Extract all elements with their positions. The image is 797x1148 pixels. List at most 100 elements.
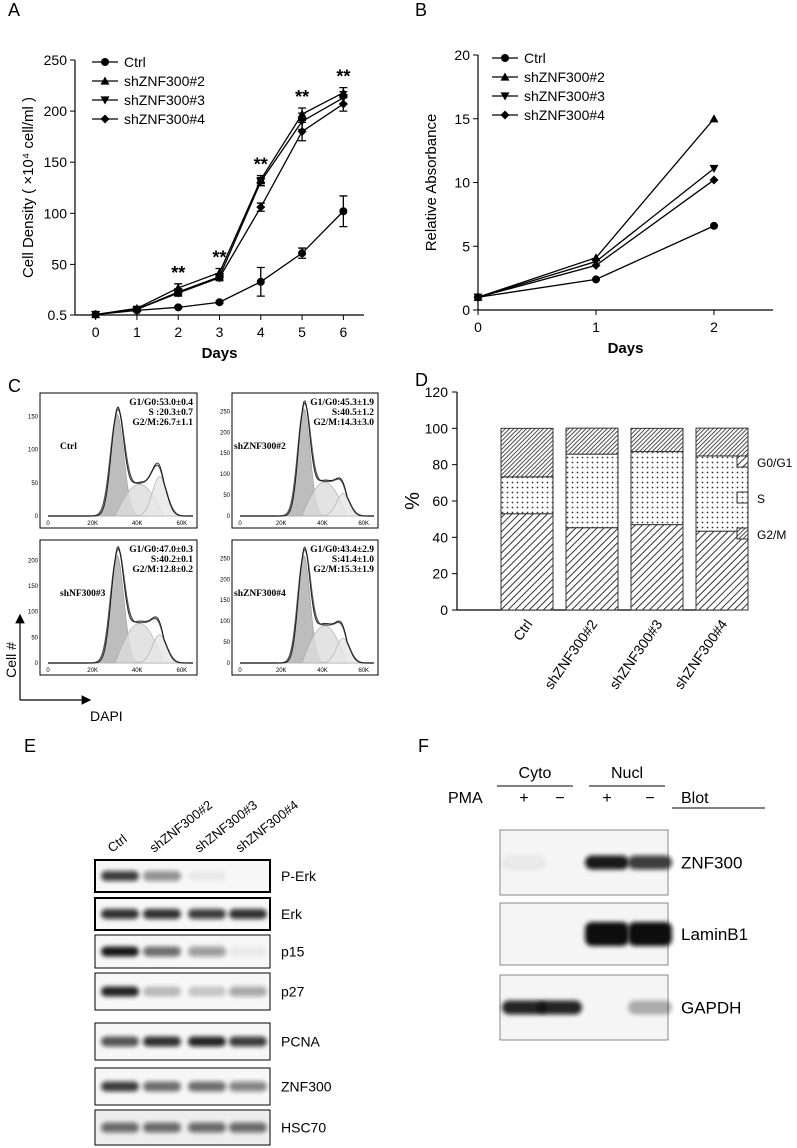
bar-segment — [565, 527, 619, 611]
sample-label: Ctrl — [60, 442, 77, 452]
row-label: PCNA — [281, 1034, 321, 1050]
data-curve — [240, 400, 374, 517]
bar-segment — [500, 513, 554, 611]
row-label: P-Erk — [281, 868, 317, 884]
y-tick-label: 100 — [220, 619, 231, 625]
band — [229, 1122, 267, 1133]
y-tick-label: 120 — [425, 384, 449, 400]
band — [628, 922, 672, 946]
legend-swatch — [736, 491, 749, 504]
y-tick-label: 0 — [462, 302, 470, 318]
x-tick-label: 5 — [298, 324, 306, 340]
flow-stat: S:40.5±1.2 — [332, 408, 374, 418]
band — [101, 986, 139, 997]
y-tick-label: 50 — [51, 256, 67, 272]
x-tick-label: 40K — [317, 521, 328, 527]
band — [188, 909, 226, 919]
legend-swatch — [736, 527, 749, 540]
band — [143, 871, 181, 881]
band — [229, 986, 267, 997]
y-tick-label: 100 — [425, 420, 449, 436]
x-tick-label: 20K — [276, 521, 287, 527]
band — [229, 946, 267, 957]
x-tick-label: 2 — [174, 324, 182, 340]
data-curve — [240, 546, 374, 664]
y-tick-label: 80 — [432, 457, 448, 473]
x-tick-label: shZNF300#4 — [671, 616, 731, 692]
marker — [500, 110, 510, 120]
y-tick-label: 200 — [220, 430, 231, 436]
legend-label: S — [757, 492, 765, 506]
band — [188, 946, 226, 957]
marker — [256, 178, 266, 187]
y-tick-label: 150 — [44, 154, 68, 170]
panel-label: F — [418, 736, 429, 756]
flow-stat: S :20.3±0.7 — [148, 408, 193, 418]
flow-stat: G2/M:12.8±0.2 — [132, 565, 193, 575]
marker — [709, 114, 719, 123]
y-tick-label: 0 — [35, 661, 39, 667]
marker — [339, 207, 348, 216]
bar-segment — [500, 427, 554, 478]
x-tick-label: 2 — [710, 319, 718, 335]
panel-label: A — [8, 0, 20, 20]
x-tick-label: 0 — [46, 668, 50, 674]
marker — [338, 99, 348, 109]
marker — [591, 260, 601, 270]
x-tick-label: 3 — [216, 324, 224, 340]
annotation: ** — [295, 87, 309, 107]
x-tick-label: 0 — [46, 521, 50, 527]
sign: − — [555, 790, 564, 807]
marker — [500, 92, 510, 101]
y-tick-label: 50 — [31, 481, 38, 487]
marker — [173, 288, 183, 298]
band — [143, 946, 181, 957]
legend-label: shZNF300#3 — [524, 88, 605, 104]
y-tick-label: 0 — [35, 514, 39, 520]
marker — [215, 273, 224, 283]
y-tick-label: 250 — [44, 52, 68, 68]
marker — [709, 175, 719, 185]
sample-label: shNF300#3 — [60, 589, 106, 599]
band — [585, 922, 629, 946]
y-tick-label: 10 — [454, 175, 470, 191]
panel-label: C — [8, 376, 21, 396]
bar-segment — [630, 451, 684, 526]
y-axis-label: Cell # — [3, 642, 19, 678]
y-tick-label: 50 — [223, 493, 230, 499]
y-tick-label: 50 — [223, 640, 230, 646]
y-tick-label: 0 — [227, 514, 231, 520]
legend-label: shZNF300#4 — [524, 107, 605, 123]
band — [502, 855, 546, 870]
legend-label: G2/M — [757, 528, 786, 542]
panel-label: E — [24, 736, 36, 756]
y-tick-label: 150 — [28, 584, 39, 590]
y-tick-label: 5 — [462, 238, 470, 254]
row-label: ZNF300 — [281, 1079, 332, 1095]
band — [229, 1036, 267, 1047]
band — [143, 1081, 181, 1092]
marker — [501, 54, 509, 62]
marker — [215, 298, 224, 307]
x-tick-label: 0 — [92, 324, 100, 340]
flow-stat: G2/M:14.3±3.0 — [313, 418, 374, 428]
band — [101, 1036, 139, 1047]
y-tick-label: 50 — [31, 635, 38, 641]
bar-segment — [630, 524, 684, 611]
row-label: ZNF300 — [681, 854, 742, 873]
series-line — [477, 118, 715, 298]
marker — [101, 58, 109, 66]
flow-stat: S:41.4±1.0 — [332, 555, 374, 565]
bar-segment — [630, 427, 684, 453]
marker — [132, 304, 142, 314]
flow-stat: G2/M:15.3±1.9 — [313, 565, 374, 575]
legend-swatch — [736, 455, 749, 468]
legend-label: G0/G1 — [757, 456, 793, 470]
panel-label: B — [415, 0, 427, 20]
y-tick-label: 100 — [220, 472, 231, 478]
marker — [500, 72, 510, 81]
band — [188, 871, 226, 881]
band — [101, 871, 139, 881]
y-tick-label: 60 — [432, 493, 448, 509]
band — [188, 1081, 226, 1092]
